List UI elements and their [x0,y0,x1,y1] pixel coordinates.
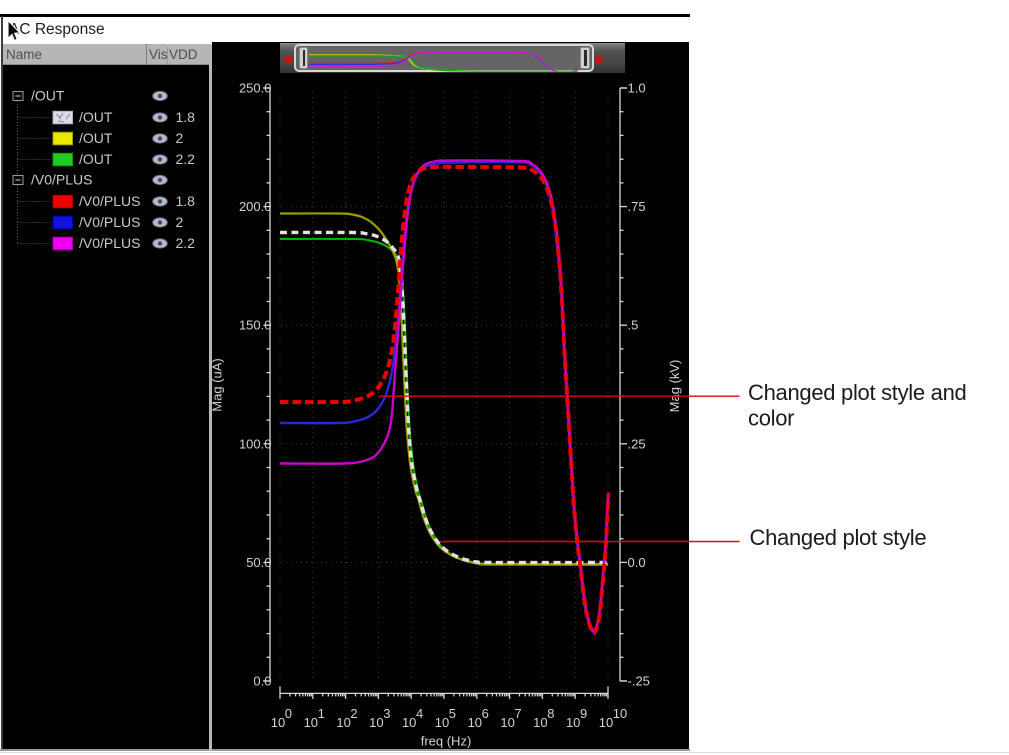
svg-text:Changed plot style: Changed plot style [750,525,927,550]
svg-text:/V0/PLUS: /V0/PLUS [79,235,140,251]
svg-text:color: color [748,405,794,430]
svg-text:0.0: 0.0 [628,555,646,570]
svg-text:3: 3 [383,706,390,721]
svg-text:Mag (uA): Mag (uA) [210,358,225,411]
svg-text:10: 10 [599,715,613,730]
svg-text:-.25: -.25 [628,674,650,689]
svg-text:10: 10 [304,715,318,730]
svg-text:250.0: 250.0 [239,81,272,96]
svg-text:.25: .25 [628,436,646,451]
svg-text:.5: .5 [628,318,639,333]
svg-text:10: 10 [500,715,514,730]
svg-text:10: 10 [613,706,627,721]
svg-text:/V0/PLUS: /V0/PLUS [79,214,140,230]
svg-text:10: 10 [566,715,580,730]
svg-text:1.8: 1.8 [176,109,196,125]
svg-text:0.0: 0.0 [253,674,271,689]
svg-text:2: 2 [176,130,184,146]
svg-text:10: 10 [271,715,285,730]
svg-text:2: 2 [176,214,184,230]
svg-text:7: 7 [514,706,521,721]
svg-text:Mag (kV): Mag (kV) [667,360,682,413]
svg-text:freq (Hz): freq (Hz) [421,734,472,749]
svg-text:150.0: 150.0 [239,318,272,333]
svg-text:10: 10 [533,715,547,730]
svg-text:0: 0 [285,706,292,721]
svg-text:/OUT: /OUT [79,109,113,125]
svg-text:2.2: 2.2 [176,235,196,251]
svg-text:10: 10 [402,715,416,730]
svg-text:4: 4 [416,706,423,721]
svg-text:2.2: 2.2 [176,151,196,167]
svg-text:5: 5 [449,706,456,721]
svg-text:Changed plot style and: Changed plot style and [748,380,966,405]
svg-text:2: 2 [350,706,357,721]
svg-text:50.0: 50.0 [246,555,271,570]
svg-text:1: 1 [318,706,325,721]
svg-text:9: 9 [580,706,587,721]
svg-text:.75: .75 [628,199,646,214]
svg-text:/OUT: /OUT [79,130,113,146]
svg-text:/V0/PLUS: /V0/PLUS [79,193,140,209]
svg-text:100.0: 100.0 [239,436,272,451]
svg-text:/V0/PLUS: /V0/PLUS [31,172,92,188]
svg-text:10: 10 [468,715,482,730]
svg-text:10: 10 [336,715,350,730]
svg-text:10: 10 [369,715,383,730]
svg-text:200.0: 200.0 [239,199,272,214]
svg-text:/OUT: /OUT [31,88,65,104]
svg-text:/OUT: /OUT [79,151,113,167]
svg-text:1.0: 1.0 [628,81,646,96]
svg-text:1.8: 1.8 [176,193,196,209]
svg-text:6: 6 [482,706,489,721]
svg-text:8: 8 [547,706,554,721]
svg-text:10: 10 [435,715,449,730]
